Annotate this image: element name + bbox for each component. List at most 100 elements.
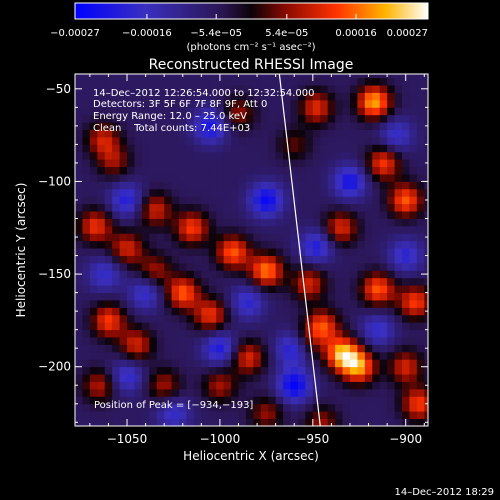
heatmap-cell [253, 99, 262, 108]
heatmap-cell [268, 85, 277, 93]
heatmap-cell [119, 211, 128, 219]
heatmap-cell [379, 388, 388, 397]
heatmap-cell [171, 203, 180, 212]
heatmap-cell [357, 403, 366, 412]
heatmap-cell [268, 351, 277, 360]
heatmap-cell [424, 225, 428, 234]
heatmap-cell [149, 188, 158, 197]
heatmap-cell [171, 285, 180, 294]
heatmap-cell [290, 77, 299, 86]
heatmap-cell [238, 74, 247, 79]
plot-area: −1050 −1000 −950 −900 −50−100−150−200 [38, 73, 429, 446]
heatmap-cell [245, 314, 254, 323]
heatmap-cell [424, 174, 428, 182]
heatmap-cell [112, 159, 120, 168]
heatmap-cell [97, 248, 106, 256]
heatmap-cell [394, 166, 403, 175]
heatmap-cell [401, 270, 410, 279]
heatmap-cell [89, 396, 98, 405]
heatmap-cell [75, 166, 83, 175]
heatmap-cell [223, 166, 232, 175]
heatmap-cell [141, 418, 150, 426]
heatmap-cell [349, 181, 358, 190]
heatmap-cell [97, 322, 106, 331]
heatmap-cell [112, 114, 120, 123]
heatmap-cell [245, 344, 254, 353]
heatmap-cell [231, 374, 239, 382]
heatmap-cell [349, 262, 358, 271]
heatmap-cell [424, 77, 428, 86]
heatmap-cell [89, 248, 98, 256]
heatmap-cell [297, 203, 306, 212]
heatmap-cell [275, 255, 284, 264]
heatmap-cell [327, 114, 336, 123]
heatmap-cell [171, 322, 180, 331]
heatmap-cell [357, 136, 366, 145]
heatmap-cell [283, 225, 291, 234]
heatmap-cell [75, 144, 83, 153]
heatmap-cell [119, 181, 128, 190]
heatmap-cell [372, 92, 381, 101]
heatmap-cell [342, 77, 351, 86]
heatmap-cell [409, 174, 418, 182]
heatmap-cell [253, 122, 262, 130]
heatmap-cell [379, 300, 388, 308]
heatmap-cell [208, 159, 217, 168]
heatmap-cell [231, 188, 239, 197]
heatmap-cell [186, 300, 195, 308]
heatmap-cell [97, 114, 106, 123]
heatmap-cell [127, 129, 135, 138]
heatmap-cell [127, 351, 135, 360]
heatmap-cell [193, 159, 202, 168]
heatmap-cell [364, 351, 373, 360]
heatmap-cell [127, 403, 135, 412]
heatmap-cell [387, 136, 395, 145]
heatmap-cell [186, 196, 195, 205]
heatmap-cell [141, 225, 150, 234]
heatmap-cell [401, 211, 410, 219]
heatmap-cell [231, 144, 239, 153]
heatmap-cell [156, 381, 165, 390]
heatmap-cell [364, 107, 373, 116]
heatmap-cell [171, 411, 180, 419]
heatmap-cell [179, 248, 187, 256]
heatmap-cell [127, 411, 135, 419]
heatmap-cell [335, 411, 343, 419]
heatmap-cell [379, 366, 388, 375]
heatmap-cell [424, 188, 428, 197]
heatmap-cell [335, 107, 343, 116]
heatmap-cell [216, 196, 225, 205]
heatmap-cell [238, 107, 247, 116]
heatmap-cell [134, 307, 143, 316]
heatmap-cell [134, 122, 143, 130]
heatmap-cell [327, 411, 336, 419]
heatmap-cell [141, 107, 150, 116]
heatmap-cell [179, 159, 187, 168]
heatmap-cell [223, 233, 232, 242]
heatmap-cell [75, 285, 83, 294]
heatmap-cell [171, 374, 180, 382]
heatmap-cell [364, 359, 373, 368]
heatmap-cell [297, 188, 306, 197]
heatmap-cell [297, 300, 306, 308]
heatmap-cell [409, 166, 418, 175]
heatmap-cell [401, 300, 410, 308]
heatmap-cell [164, 255, 173, 264]
heatmap-cell [186, 374, 195, 382]
heatmap-cell [387, 396, 395, 405]
heatmap-cell [208, 366, 217, 375]
heatmap-cell [387, 107, 395, 116]
heatmap-cell [112, 218, 120, 227]
heatmap-cell [75, 396, 83, 405]
heatmap-cell [231, 77, 239, 86]
heatmap-cell [260, 151, 269, 160]
heatmap-cell [283, 359, 291, 368]
heatmap-cell [75, 344, 83, 353]
x-tick-label: −900 [389, 432, 422, 446]
heatmap-cell [372, 211, 381, 219]
heatmap-cell [357, 159, 366, 168]
heatmap-cell [89, 107, 98, 116]
heatmap-cell [372, 307, 381, 316]
heatmap-cell [394, 107, 403, 116]
heatmap-cell [245, 211, 254, 219]
